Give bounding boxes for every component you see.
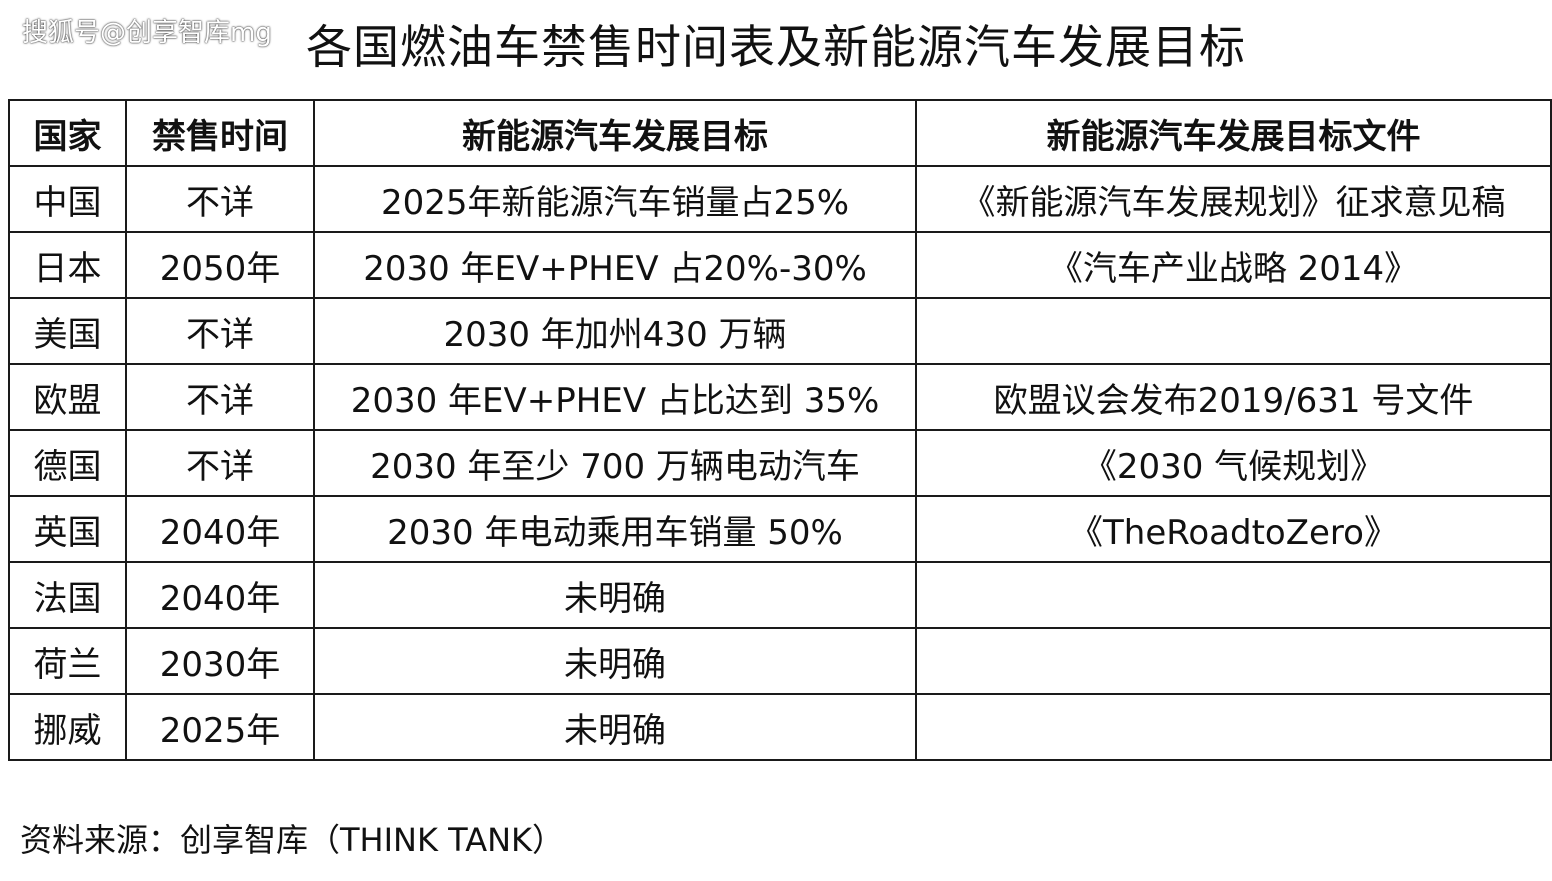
cell-country: 法国 [8, 561, 127, 629]
table-row: 荷兰 2030年 未明确 [8, 627, 1552, 695]
page-title: 各国燃油车禁售时间表及新能源汽车发展目标 [306, 20, 1246, 74]
phaseout-table: 国家 禁售时间 新能源汽车发展目标 新能源汽车发展目标文件 中国 不详 2025… [8, 99, 1552, 761]
cell-nev-target: 2030 年EV+PHEV 占比达到 35% [313, 363, 917, 431]
table-row: 德国 不详 2030 年至少 700 万辆电动汽车 《2030 气候规划》 [8, 429, 1552, 497]
cell-country: 欧盟 [8, 363, 127, 431]
cell-nev-target: 未明确 [313, 693, 917, 761]
cell-nev-document [915, 297, 1552, 365]
cell-nev-document: 《汽车产业战略 2014》 [915, 231, 1552, 299]
table-row: 法国 2040年 未明确 [8, 561, 1552, 629]
cell-nev-target: 2025年新能源汽车销量占25% [313, 165, 917, 233]
cell-ban-date: 2040年 [125, 495, 315, 563]
header-country: 国家 [8, 99, 127, 167]
cell-ban-date: 不详 [125, 297, 315, 365]
cell-country: 德国 [8, 429, 127, 497]
header-nev-document: 新能源汽车发展目标文件 [915, 99, 1552, 167]
header-ban-date: 禁售时间 [125, 99, 315, 167]
table-header-row: 国家 禁售时间 新能源汽车发展目标 新能源汽车发展目标文件 [8, 99, 1552, 167]
cell-ban-date: 不详 [125, 363, 315, 431]
cell-nev-target: 2030 年EV+PHEV 占20%-30% [313, 231, 917, 299]
cell-nev-target: 未明确 [313, 561, 917, 629]
cell-nev-document: 《2030 气候规划》 [915, 429, 1552, 497]
cell-country: 荷兰 [8, 627, 127, 695]
cell-ban-date: 2040年 [125, 561, 315, 629]
table-row: 挪威 2025年 未明确 [8, 693, 1552, 761]
cell-nev-target: 未明确 [313, 627, 917, 695]
source-note: 资料来源：创享智库（THINK TANK） [20, 821, 565, 859]
cell-nev-document: 《TheRoadtoZero》 [915, 495, 1552, 563]
cell-nev-target: 2030 年加州430 万辆 [313, 297, 917, 365]
cell-ban-date: 2050年 [125, 231, 315, 299]
cell-country: 挪威 [8, 693, 127, 761]
header-nev-target: 新能源汽车发展目标 [313, 99, 917, 167]
cell-country: 中国 [8, 165, 127, 233]
cell-ban-date: 2025年 [125, 693, 315, 761]
cell-nev-target: 2030 年电动乘用车销量 50% [313, 495, 917, 563]
cell-nev-document: 《新能源汽车发展规划》征求意见稿 [915, 165, 1552, 233]
cell-nev-target: 2030 年至少 700 万辆电动汽车 [313, 429, 917, 497]
cell-ban-date: 不详 [125, 165, 315, 233]
cell-country: 英国 [8, 495, 127, 563]
table-row: 英国 2040年 2030 年电动乘用车销量 50% 《TheRoadtoZer… [8, 495, 1552, 563]
cell-nev-document [915, 561, 1552, 629]
cell-nev-document [915, 693, 1552, 761]
table-row: 日本 2050年 2030 年EV+PHEV 占20%-30% 《汽车产业战略 … [8, 231, 1552, 299]
watermark-text: 搜狐号@创享智库mg [22, 18, 272, 48]
cell-country: 日本 [8, 231, 127, 299]
cell-nev-document [915, 627, 1552, 695]
table-row: 美国 不详 2030 年加州430 万辆 [8, 297, 1552, 365]
cell-country: 美国 [8, 297, 127, 365]
cell-ban-date: 不详 [125, 429, 315, 497]
cell-ban-date: 2030年 [125, 627, 315, 695]
table-row: 中国 不详 2025年新能源汽车销量占25% 《新能源汽车发展规划》征求意见稿 [8, 165, 1552, 233]
cell-nev-document: 欧盟议会发布2019/631 号文件 [915, 363, 1552, 431]
table-row: 欧盟 不详 2030 年EV+PHEV 占比达到 35% 欧盟议会发布2019/… [8, 363, 1552, 431]
